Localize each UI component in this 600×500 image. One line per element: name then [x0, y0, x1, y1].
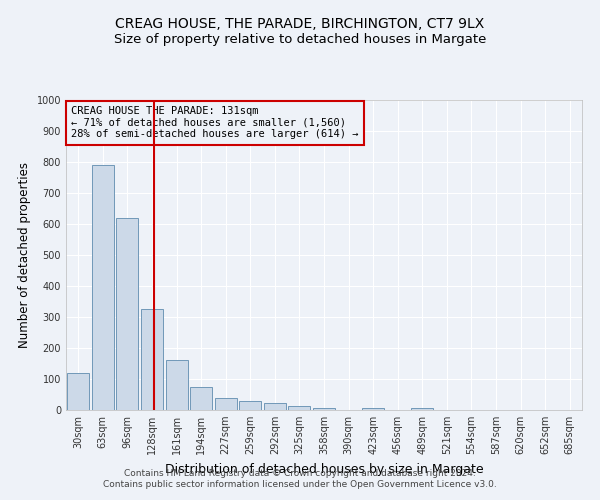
Bar [411, 408, 433, 410]
X-axis label: Distribution of detached houses by size in Margate: Distribution of detached houses by size … [164, 462, 484, 475]
Bar [313, 408, 335, 410]
Bar [67, 373, 89, 410]
Bar [92, 165, 114, 410]
Text: Size of property relative to detached houses in Margate: Size of property relative to detached ho… [114, 32, 486, 46]
Bar [166, 360, 188, 410]
Bar [289, 406, 310, 410]
Text: CREAG HOUSE, THE PARADE, BIRCHINGTON, CT7 9LX: CREAG HOUSE, THE PARADE, BIRCHINGTON, CT… [115, 18, 485, 32]
Text: CREAG HOUSE THE PARADE: 131sqm
← 71% of detached houses are smaller (1,560)
28% : CREAG HOUSE THE PARADE: 131sqm ← 71% of … [71, 106, 359, 140]
Bar [215, 398, 237, 410]
Text: Contains HM Land Registry data © Crown copyright and database right 2024.: Contains HM Land Registry data © Crown c… [124, 468, 476, 477]
Bar [141, 309, 163, 410]
Bar [116, 218, 139, 410]
Bar [239, 402, 262, 410]
Text: Contains public sector information licensed under the Open Government Licence v3: Contains public sector information licen… [103, 480, 497, 489]
Bar [190, 387, 212, 410]
Bar [362, 408, 384, 410]
Bar [264, 403, 286, 410]
Y-axis label: Number of detached properties: Number of detached properties [18, 162, 31, 348]
